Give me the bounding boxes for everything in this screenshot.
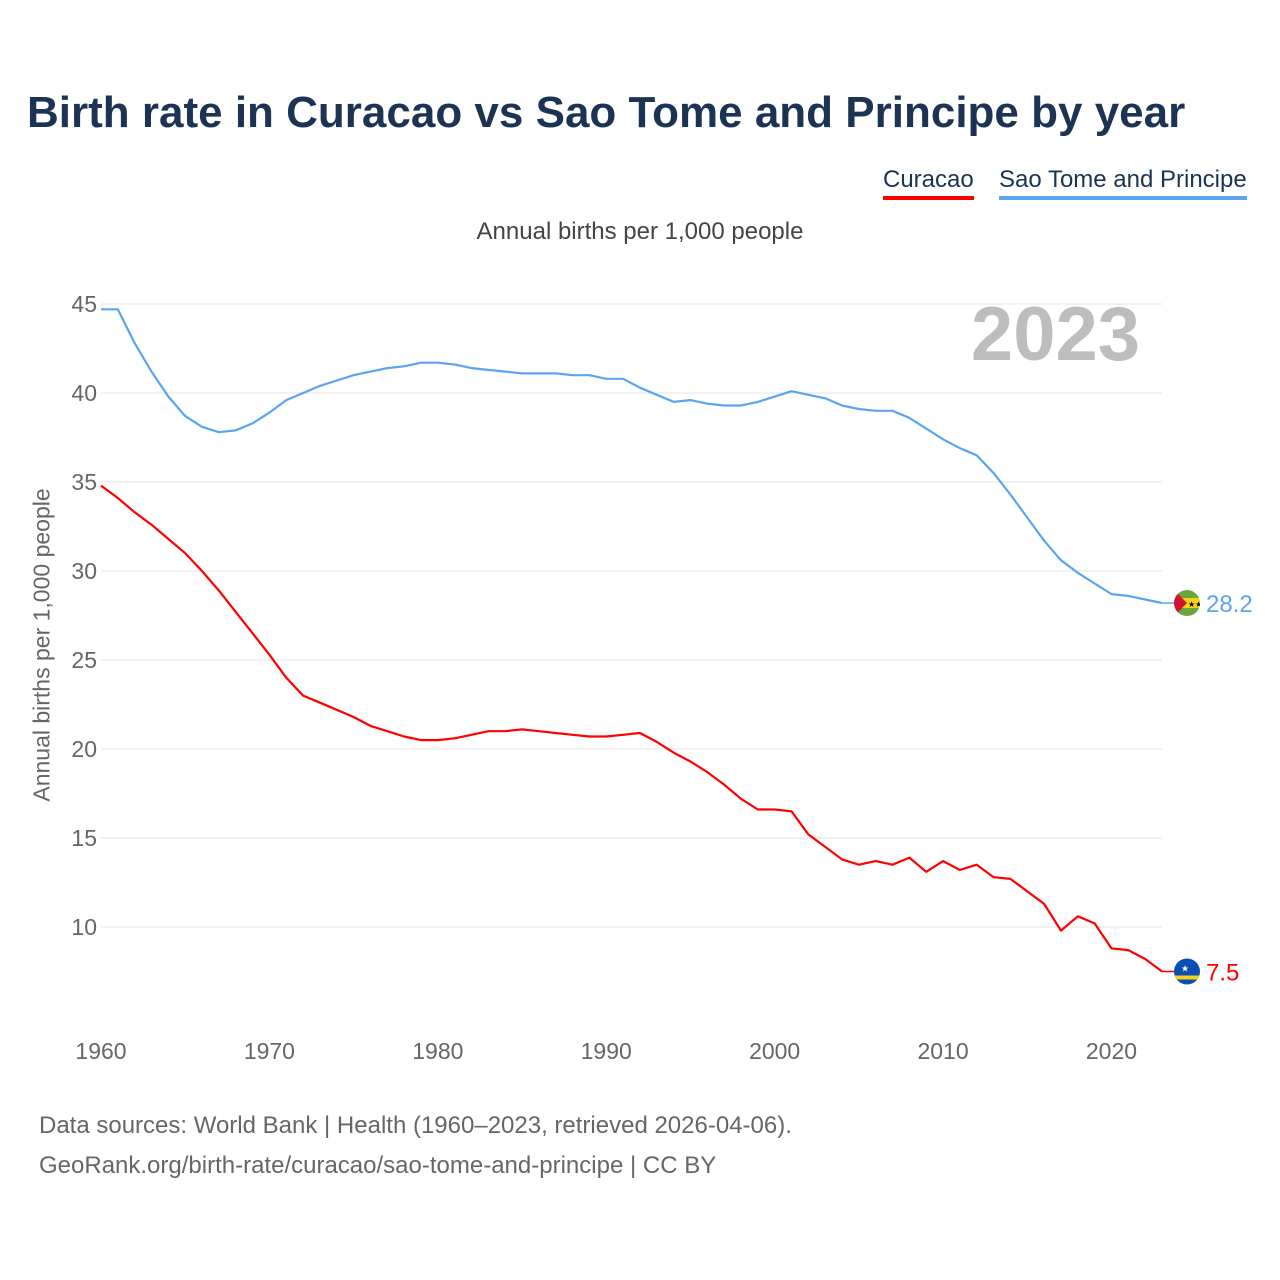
svg-text:★: ★ — [1181, 964, 1189, 974]
svg-text:★★: ★★ — [1188, 600, 1202, 609]
x-tick-label: 1990 — [581, 1038, 632, 1064]
legend-item-curacao[interactable]: Curacao — [883, 166, 974, 200]
series-group: ★ 7.5 ★★ 28.2 — [100, 308, 1253, 987]
y-tick-label: 40 — [71, 380, 97, 406]
year-watermark: 2023 — [971, 292, 1140, 377]
axis-ticks: 10 15 20 25 30 35 40 45 1960 1970 1980 1990 2000 2010… — [71, 291, 1137, 1064]
chart-title: Birth rate in Curacao vs Sao Tome and Pr… — [27, 88, 1186, 137]
curacao-flag-icon: ★ — [1174, 958, 1200, 985]
y-tick-label: 35 — [71, 469, 97, 495]
data-source: Data sources: World Bank | Health (1960–… — [39, 1112, 792, 1139]
x-tick-label: 2020 — [1086, 1038, 1137, 1064]
footer: Data sources: World Bank | Health (1960–… — [39, 1106, 792, 1186]
chart-subtitle: Annual births per 1,000 people — [476, 218, 804, 245]
end-value-label: 7.5 — [1206, 960, 1239, 987]
x-tick-label: 1960 — [75, 1038, 126, 1064]
gridlines — [101, 303, 1162, 928]
x-tick-label: 2000 — [749, 1038, 800, 1064]
y-tick-label: 15 — [71, 825, 97, 851]
source-link[interactable]: GeoRank.org/birth-rate/curacao/sao-tome-… — [39, 1152, 717, 1179]
series-line-curacao — [100, 484, 1163, 973]
series-line-sao-tome — [101, 308, 1163, 605]
y-tick-label: 25 — [71, 647, 97, 673]
x-tick-label: 1970 — [244, 1038, 295, 1064]
x-tick-label: 1980 — [412, 1038, 463, 1064]
y-tick-label: 45 — [71, 291, 97, 317]
y-tick-label: 30 — [71, 558, 97, 584]
sao-tome-flag-icon: ★★ — [1174, 590, 1202, 617]
legend-item-sao-tome[interactable]: Sao Tome and Principe — [999, 166, 1247, 200]
y-tick-label: 10 — [71, 914, 97, 940]
end-value-label: 28.2 — [1206, 591, 1253, 618]
x-tick-label: 2010 — [917, 1038, 968, 1064]
y-tick-label: 20 — [71, 736, 97, 762]
